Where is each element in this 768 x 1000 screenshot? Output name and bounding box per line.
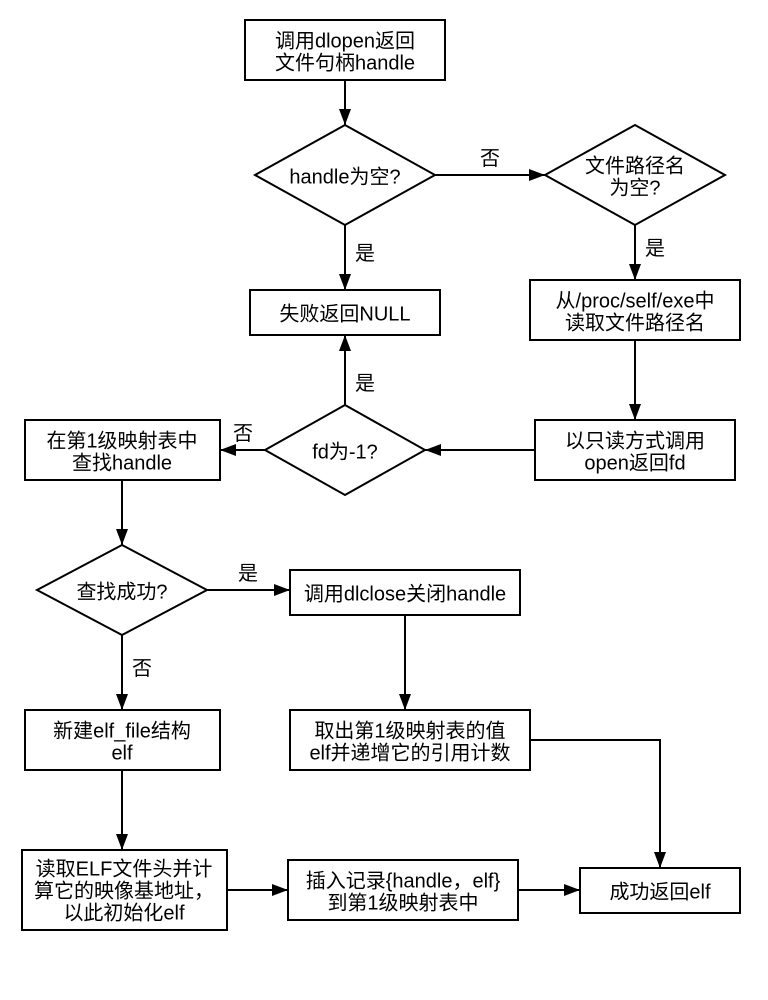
node-dlclose-l1: 调用dlclose关闭handle (304, 582, 506, 605)
node-dlopen-l1: 调用dlopen返回 (275, 29, 415, 52)
node-fd-neg1-l1: fd为-1? (312, 440, 378, 463)
node-lookup-handle-l2: 查找handle (72, 451, 172, 474)
node-new-elf-l2: elf (111, 742, 133, 764)
edge-n2-n4-label: 是 (355, 243, 375, 265)
node-read-elf-header-l3: 以此初始化elf (63, 901, 185, 924)
node-new-elf-l1: 新建elf_file结构 (53, 719, 191, 742)
edge-n12-n15 (530, 740, 660, 868)
edge-n3-n5-label: 是 (645, 238, 665, 260)
node-incref-l2: elf并递增它的引用计数 (309, 741, 510, 764)
node-read-elf-header-l2: 算它的映像基地址， (34, 879, 214, 902)
edge-n2-n3-label: 否 (480, 148, 500, 170)
node-read-proc-l1: 从/proc/self/exe中 (556, 289, 715, 312)
edge-n9-n10-label: 是 (238, 563, 258, 585)
node-path-null-l1: 文件路径名 (585, 154, 685, 177)
edge-n9-n11-label: 否 (132, 658, 152, 680)
node-insert-record-l1: 插入记录{handle，elf} (306, 869, 501, 892)
node-path-null-l2: 为空? (609, 176, 660, 199)
node-dlopen-l2: 文件句柄handle (275, 51, 415, 74)
node-insert-record-l2: 到第1级映射表中 (327, 891, 478, 914)
node-return-elf-l1: 成功返回elf (609, 880, 711, 903)
edge-n7-n4-label: 是 (355, 373, 375, 395)
node-open-fd-l1: 以只读方式调用 (565, 429, 705, 452)
node-read-proc-l2: 读取文件路径名 (565, 311, 705, 334)
node-incref-l1: 取出第1级映射表的值 (314, 719, 505, 742)
node-lookup-handle-l1: 在第1级映射表中 (46, 429, 197, 452)
edge-n7-n8-label: 否 (233, 423, 253, 445)
node-fail-null-l1: 失败返回NULL (279, 302, 410, 325)
node-read-elf-header-l1: 读取ELF文件头并计 (36, 857, 213, 880)
node-lookup-ok-l1: 查找成功? (76, 580, 167, 603)
node-open-fd-l2: open返回fd (584, 451, 685, 474)
node-handle-null-l1: handle为空? (289, 165, 400, 188)
